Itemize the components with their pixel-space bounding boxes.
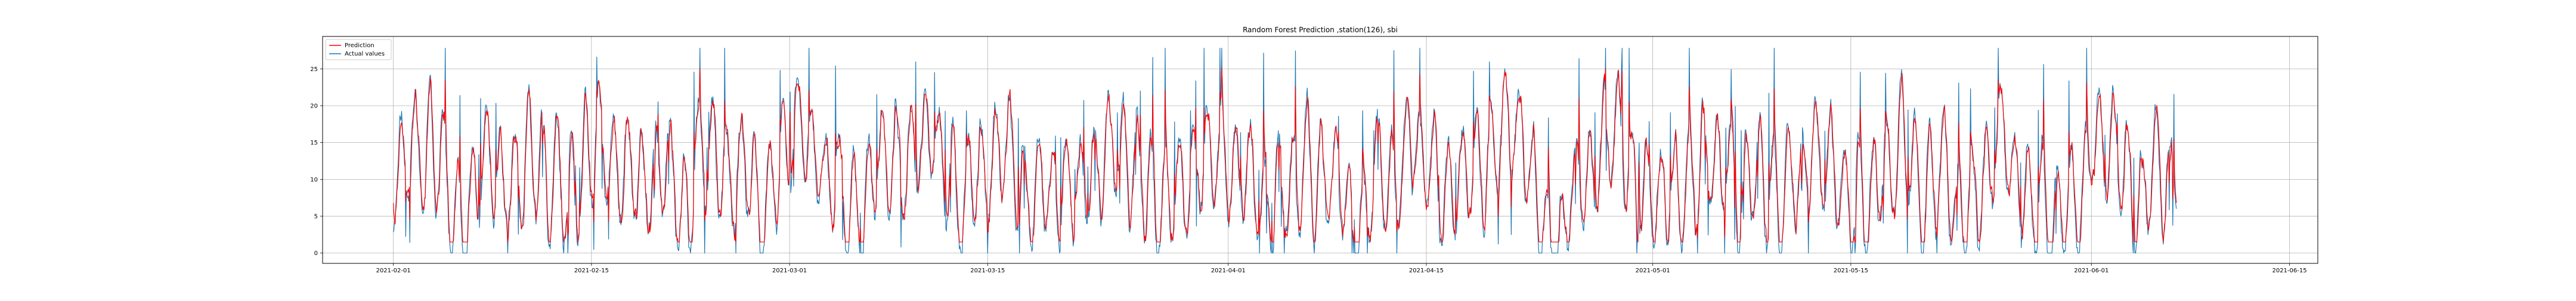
y-tick-label: 5	[314, 214, 318, 220]
chart-title: Random Forest Prediction ,station(126), …	[1243, 26, 1398, 34]
axes: 2021-02-01 2021-02-15 2021-03-01 2021-03-15…	[310, 66, 2306, 274]
x-tick-label: 2021-03-01	[772, 268, 807, 274]
series-line-actual-values	[393, 48, 2177, 254]
x-tick-label: 2021-06-15	[2272, 268, 2306, 274]
y-tick-label: 20	[310, 103, 318, 109]
legend-label-actual-values: Actual values	[345, 51, 385, 57]
x-tick-label: 2021-04-15	[1409, 268, 1444, 274]
legend: Prediction Actual values	[325, 39, 392, 60]
x-tick-label: 2021-04-01	[1211, 268, 1246, 274]
series-lines	[393, 48, 2177, 254]
x-tick-label: 2021-05-01	[1636, 268, 1670, 274]
y-tick-label: 10	[310, 177, 318, 183]
x-tick-label: 2021-02-01	[376, 268, 411, 274]
legend-label-prediction: Prediction	[345, 42, 374, 49]
plot-frame	[322, 36, 2318, 264]
grid-lines	[323, 36, 2318, 263]
x-tick-label: 2021-06-01	[2074, 268, 2109, 274]
x-tick-label: 2021-02-15	[574, 268, 609, 274]
y-tick-label: 0	[314, 250, 318, 257]
y-tick-label: 15	[310, 140, 318, 146]
y-tick-label: 25	[310, 66, 318, 73]
legend-box	[325, 39, 392, 60]
series-line-prediction	[393, 67, 2177, 242]
x-tick-label: 2021-03-15	[970, 268, 1005, 274]
x-tick-label: 2021-05-15	[1834, 268, 1868, 274]
